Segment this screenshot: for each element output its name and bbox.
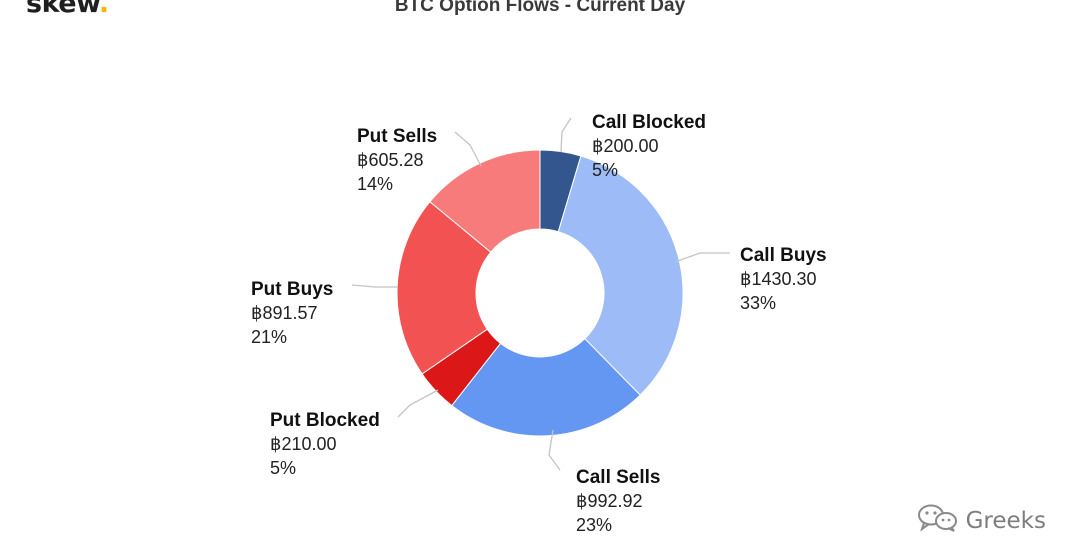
chart-slices — [396, 149, 684, 437]
label-call-blocked-percent: 5% — [592, 160, 618, 180]
label-call-blocked-value: ฿200.00 — [592, 136, 659, 156]
connector-call-blocked — [560, 117, 572, 153]
connector-put-sells — [454, 131, 482, 167]
label-call-sells-name: Call Sells — [576, 467, 661, 488]
label-put-blocked-name: Put Blocked — [270, 410, 380, 431]
label-put-blocked-percent: 5% — [270, 458, 296, 478]
chart-connectors — [351, 117, 730, 471]
label-call-buys-percent: 33% — [740, 293, 776, 313]
label-call-buys-name: Call Buys — [740, 245, 827, 266]
label-put-sells-percent: 14% — [357, 174, 393, 194]
slice-call-buys[interactable] — [557, 155, 684, 396]
connector-put-blocked — [397, 389, 439, 418]
wechat-icon — [916, 503, 960, 539]
label-call-sells-percent: 23% — [576, 515, 612, 535]
watermark-text: Greeks — [965, 508, 1046, 534]
connector-call-sells — [548, 429, 561, 471]
connector-put-buys — [351, 284, 398, 288]
label-put-sells-name: Put Sells — [357, 126, 437, 147]
slice-put-sells[interactable] — [429, 149, 541, 253]
chart-labels: Call Blocked ฿200.00 5% Call Buys ฿1430.30 33… — [251, 112, 827, 535]
label-call-sells-value: ฿992.92 — [576, 491, 643, 511]
label-call-buys-value: ฿1430.30 — [740, 269, 817, 289]
slice-put-buys[interactable] — [396, 200, 492, 375]
brand-logo: skew. — [26, 0, 109, 19]
brand-dot: . — [98, 0, 109, 19]
watermark: Greeks — [916, 503, 1046, 539]
brand-name: skew — [26, 0, 99, 19]
chart-title: BTC Option Flows - Current Day — [394, 0, 686, 16]
label-put-buys-value: ฿891.57 — [251, 303, 318, 323]
slice-call-sells[interactable] — [451, 337, 641, 437]
label-put-buys-percent: 21% — [251, 327, 287, 347]
label-call-blocked-name: Call Blocked — [592, 112, 706, 133]
label-put-blocked-value: ฿210.00 — [270, 434, 337, 454]
label-put-sells-value: ฿605.28 — [357, 150, 424, 170]
connector-call-buys — [674, 252, 730, 263]
label-put-buys-name: Put Buys — [251, 279, 333, 300]
